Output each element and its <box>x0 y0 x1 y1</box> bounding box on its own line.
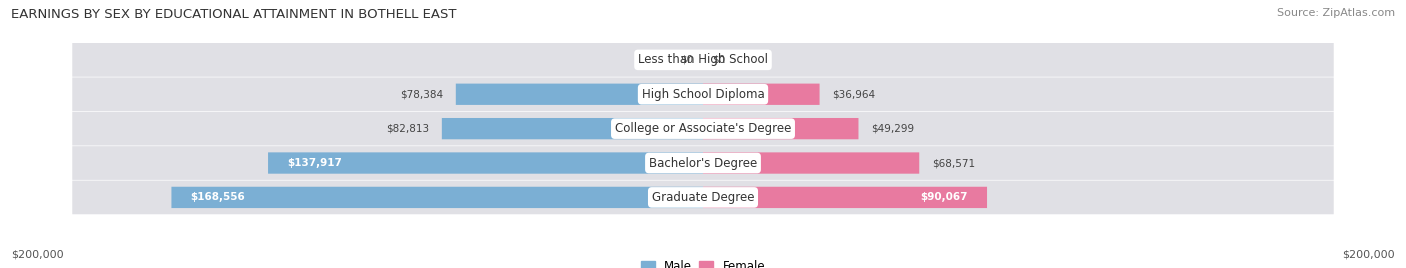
Text: $68,571: $68,571 <box>932 158 974 168</box>
Text: $200,000: $200,000 <box>1343 250 1395 260</box>
Text: EARNINGS BY SEX BY EDUCATIONAL ATTAINMENT IN BOTHELL EAST: EARNINGS BY SEX BY EDUCATIONAL ATTAINMEN… <box>11 8 457 21</box>
Text: $49,299: $49,299 <box>872 124 914 134</box>
FancyBboxPatch shape <box>703 152 920 174</box>
FancyBboxPatch shape <box>72 112 1334 146</box>
Text: $200,000: $200,000 <box>11 250 63 260</box>
FancyBboxPatch shape <box>269 152 703 174</box>
FancyBboxPatch shape <box>172 187 703 208</box>
FancyBboxPatch shape <box>441 118 703 139</box>
FancyBboxPatch shape <box>456 84 703 105</box>
FancyBboxPatch shape <box>703 118 859 139</box>
FancyBboxPatch shape <box>72 181 1334 214</box>
Text: $0: $0 <box>681 55 693 65</box>
FancyBboxPatch shape <box>72 43 1334 77</box>
Text: $78,384: $78,384 <box>401 89 443 99</box>
Text: $36,964: $36,964 <box>832 89 876 99</box>
FancyBboxPatch shape <box>703 84 820 105</box>
Text: $90,067: $90,067 <box>921 192 969 202</box>
Text: High School Diploma: High School Diploma <box>641 88 765 101</box>
Text: College or Associate's Degree: College or Associate's Degree <box>614 122 792 135</box>
Text: $168,556: $168,556 <box>190 192 245 202</box>
Text: Source: ZipAtlas.com: Source: ZipAtlas.com <box>1277 8 1395 18</box>
Text: $137,917: $137,917 <box>287 158 342 168</box>
Text: Bachelor's Degree: Bachelor's Degree <box>650 157 756 170</box>
Text: Graduate Degree: Graduate Degree <box>652 191 754 204</box>
Text: $82,813: $82,813 <box>387 124 429 134</box>
Text: Less than High School: Less than High School <box>638 53 768 66</box>
Text: $0: $0 <box>713 55 725 65</box>
Legend: Male, Female: Male, Female <box>636 255 770 268</box>
FancyBboxPatch shape <box>703 187 987 208</box>
FancyBboxPatch shape <box>72 146 1334 180</box>
FancyBboxPatch shape <box>72 77 1334 111</box>
